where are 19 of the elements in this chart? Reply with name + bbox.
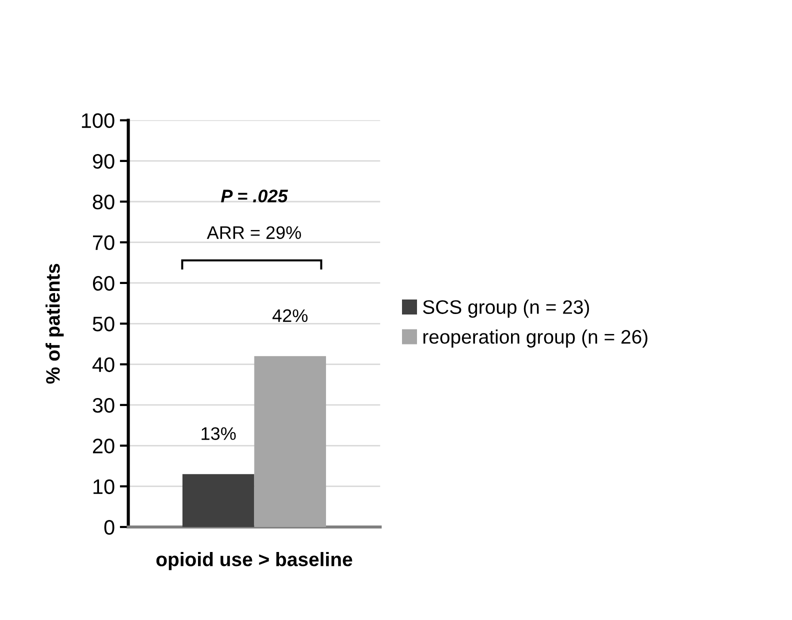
y-tick-label: 100	[82, 113, 114, 128]
annotation: ARR = 29%	[206, 226, 302, 240]
y-tick-label: 80	[92, 194, 114, 210]
y-tick-label: 60	[92, 276, 114, 291]
y-tick-label: 90	[92, 154, 114, 169]
x-tick-label: opioid use > baseline	[156, 552, 352, 570]
y-tick-label: 70	[93, 235, 114, 250]
legend-label: reoperation group (n = 26)	[423, 329, 648, 348]
y-tick-label: 30	[92, 398, 114, 413]
annotation: P = .025	[221, 190, 288, 202]
y-tick-label: 10	[94, 479, 114, 494]
y-axis-title: % of patients	[46, 264, 64, 384]
data-label: 42%	[272, 309, 308, 322]
y-tick-label: 0	[104, 520, 114, 535]
legend-label: SCS group (n = 23)	[423, 300, 590, 318]
y-tick-label: 50	[92, 316, 114, 332]
y-tick-label: 40	[92, 357, 114, 372]
data-label: 13%	[202, 427, 236, 440]
y-tick-label: 20	[92, 438, 114, 454]
